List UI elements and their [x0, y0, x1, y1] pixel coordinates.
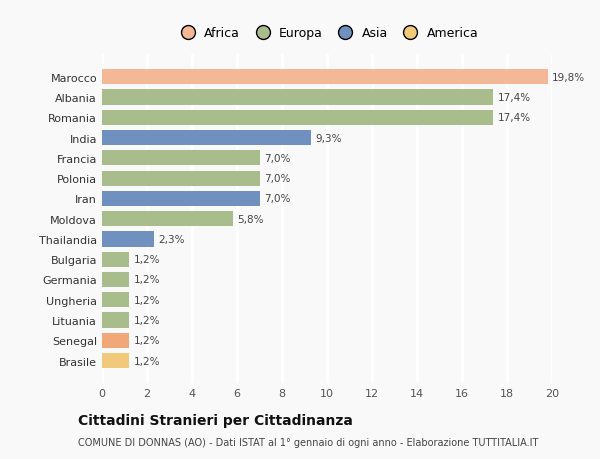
- Text: 7,0%: 7,0%: [264, 153, 290, 163]
- Text: 1,2%: 1,2%: [133, 336, 160, 346]
- Bar: [102, 90, 493, 106]
- Bar: [102, 272, 129, 287]
- Text: 1,2%: 1,2%: [133, 315, 160, 325]
- Bar: [102, 131, 311, 146]
- Bar: [102, 313, 129, 328]
- Text: COMUNE DI DONNAS (AO) - Dati ISTAT al 1° gennaio di ogni anno - Elaborazione TUT: COMUNE DI DONNAS (AO) - Dati ISTAT al 1°…: [78, 437, 538, 447]
- Text: 5,8%: 5,8%: [237, 214, 263, 224]
- Text: 7,0%: 7,0%: [264, 194, 290, 204]
- Bar: [102, 111, 493, 126]
- Text: 1,2%: 1,2%: [133, 255, 160, 265]
- Bar: [102, 232, 154, 247]
- Text: Cittadini Stranieri per Cittadinanza: Cittadini Stranieri per Cittadinanza: [78, 414, 353, 428]
- Text: 1,2%: 1,2%: [133, 356, 160, 366]
- Bar: [102, 292, 129, 308]
- Legend: Africa, Europa, Asia, America: Africa, Europa, Asia, America: [170, 22, 484, 45]
- Text: 17,4%: 17,4%: [498, 93, 531, 103]
- Text: 2,3%: 2,3%: [158, 235, 185, 244]
- Bar: [102, 212, 233, 227]
- Bar: [102, 151, 260, 166]
- Text: 19,8%: 19,8%: [552, 73, 585, 83]
- Text: 7,0%: 7,0%: [264, 174, 290, 184]
- Bar: [102, 171, 260, 186]
- Bar: [102, 333, 129, 348]
- Text: 1,2%: 1,2%: [133, 275, 160, 285]
- Text: 17,4%: 17,4%: [498, 113, 531, 123]
- Bar: [102, 70, 548, 85]
- Text: 1,2%: 1,2%: [133, 295, 160, 305]
- Bar: [102, 191, 260, 207]
- Bar: [102, 353, 129, 368]
- Text: 9,3%: 9,3%: [316, 133, 342, 143]
- Bar: [102, 252, 129, 267]
